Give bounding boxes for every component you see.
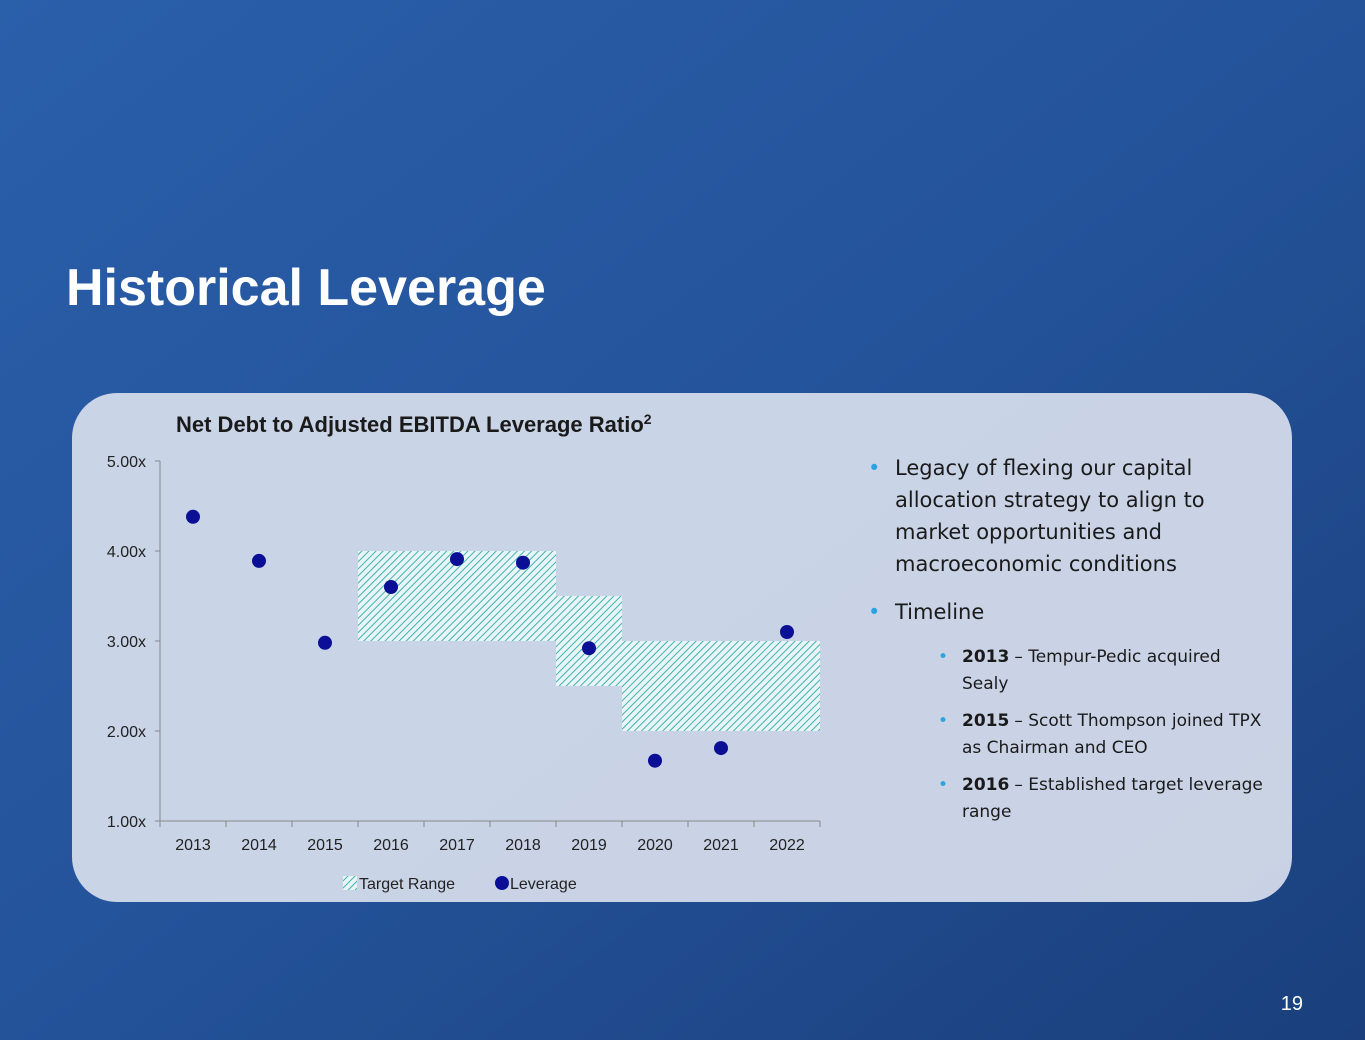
x-tick-label: 2018 (505, 837, 541, 854)
target-range (754, 641, 820, 731)
leverage-point (186, 509, 200, 524)
x-tick-label: 2013 (175, 837, 211, 854)
x-tick-label: 2017 (439, 837, 475, 854)
leverage-point (714, 741, 728, 756)
leverage-point (252, 553, 266, 568)
leverage-point (516, 555, 530, 570)
target-range (358, 551, 424, 641)
page-number: 19 (1281, 993, 1303, 1015)
legend-swatch (343, 876, 357, 890)
x-tick-label: 2019 (571, 837, 607, 854)
footer-strip (0, 1040, 1365, 1055)
y-tick-label: 4.00x (107, 544, 146, 561)
y-tick-label: 5.00x (107, 454, 146, 471)
sub-bullet-text: – Established target leverage range (962, 775, 1263, 822)
slide-title: Historical Leverage (66, 259, 546, 317)
bullet-list: Legacy of flexing our capital allocation… (868, 452, 1268, 826)
target-range (556, 596, 622, 686)
leverage-point (648, 753, 662, 768)
x-tick-label: 2014 (241, 837, 277, 854)
y-tick-label: 3.00x (107, 634, 146, 651)
legend-swatch (495, 876, 509, 890)
leverage-point (318, 635, 332, 650)
sub-bullet-text: – Tempur-Pedic acquired Sealy (962, 647, 1221, 694)
x-tick-label: 2015 (307, 837, 343, 854)
y-tick-label: 1.00x (107, 814, 146, 831)
y-tick-label: 2.00x (107, 724, 146, 741)
leverage-point (582, 641, 596, 656)
bullet: Timeline (868, 596, 1268, 628)
sub-bullet-year: 2015 (962, 711, 1010, 731)
leverage-point (384, 580, 398, 594)
chart-title: Net Debt to Adjusted EBITDA Leverage Rat… (176, 411, 652, 437)
chart-title-superscript: 2 (644, 411, 652, 427)
sub-bullet-year: 2013 (962, 647, 1010, 667)
sub-bullet: 2015– Scott Thompson joined TPX as Chair… (938, 708, 1268, 762)
legend-label: Leverage (510, 876, 577, 893)
sub-bullet-text: – Scott Thompson joined TPX as Chairman … (962, 711, 1262, 758)
leverage-point (450, 552, 464, 567)
x-tick-label: 2020 (637, 837, 673, 854)
x-tick-label: 2022 (769, 837, 805, 854)
sub-bullet: 2016– Established target leverage range (938, 772, 1268, 826)
target-range (622, 641, 688, 731)
x-tick-label: 2021 (703, 837, 739, 854)
legend-label: Target Range (359, 876, 455, 893)
leverage-point (780, 625, 794, 639)
target-range (688, 641, 754, 731)
chart-title-text: Net Debt to Adjusted EBITDA Leverage Rat… (176, 412, 644, 437)
sub-bullet: 2013– Tempur-Pedic acquired Sealy (938, 644, 1268, 698)
sub-bullet-year: 2016 (962, 775, 1010, 795)
bullet: Legacy of flexing our capital allocation… (868, 452, 1268, 580)
x-tick-label: 2016 (373, 837, 409, 854)
